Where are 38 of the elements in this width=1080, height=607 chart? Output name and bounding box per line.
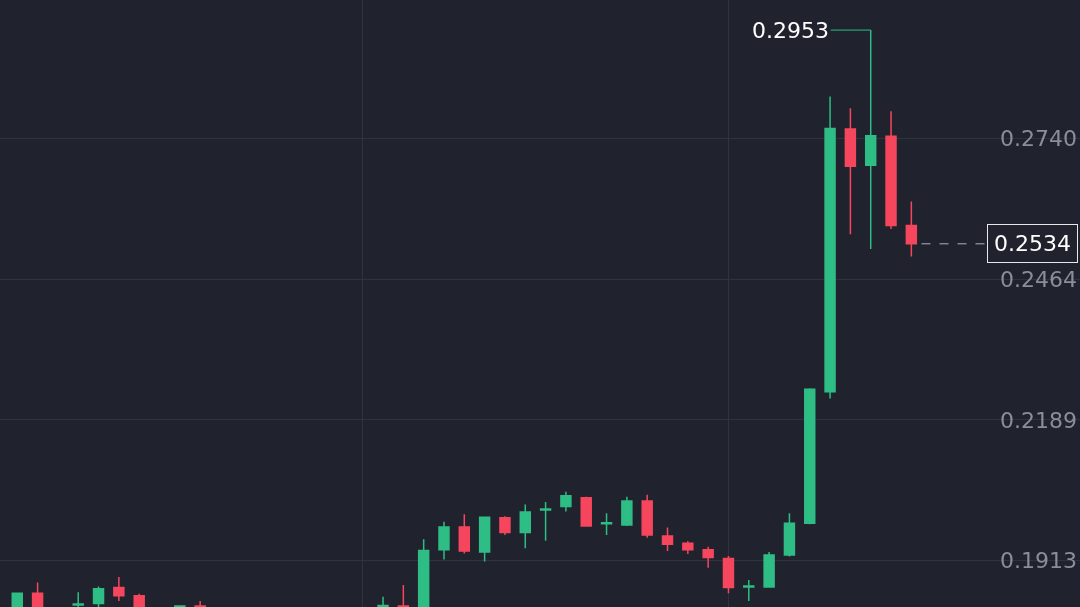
annotation: 0.2953 bbox=[752, 18, 829, 43]
candlestick bbox=[133, 592, 145, 607]
y-tick-label: 0.2464 bbox=[1000, 267, 1077, 293]
candlestick bbox=[417, 538, 430, 607]
candlestick bbox=[804, 387, 816, 526]
candlestick bbox=[600, 512, 613, 536]
candlestick bbox=[580, 496, 592, 527]
ref-line-label: 0.2534 bbox=[994, 231, 1071, 256]
candlestick bbox=[560, 490, 572, 513]
candlestick bbox=[539, 501, 552, 542]
candlestick bbox=[743, 579, 755, 602]
candlestick bbox=[722, 555, 735, 594]
candlestick bbox=[519, 503, 531, 550]
y-tick-label: 0.1913 bbox=[1000, 548, 1077, 574]
candlestick bbox=[702, 546, 714, 569]
candlestick bbox=[763, 551, 775, 589]
candlestick bbox=[905, 200, 918, 258]
candlestick bbox=[885, 110, 897, 230]
candlestick bbox=[31, 581, 44, 607]
candlestick bbox=[499, 515, 511, 536]
candlestick bbox=[641, 494, 653, 539]
candlestick bbox=[661, 526, 674, 552]
y-tick-label: 0.2740 bbox=[1000, 126, 1077, 152]
candlestick bbox=[92, 585, 105, 607]
candlestick bbox=[844, 107, 857, 235]
candlestick bbox=[11, 591, 23, 607]
y-tick-label: 0.2189 bbox=[1000, 407, 1077, 433]
candlestick bbox=[377, 596, 389, 607]
candlestick bbox=[824, 95, 836, 400]
candlestick bbox=[621, 496, 633, 527]
candlestick bbox=[438, 521, 450, 561]
candlestick bbox=[682, 540, 694, 555]
candlestick bbox=[194, 600, 206, 607]
candlestick bbox=[113, 576, 125, 602]
candlestick bbox=[72, 591, 84, 607]
candlestick bbox=[478, 516, 491, 563]
candlestick bbox=[458, 513, 471, 555]
candlestick bbox=[783, 512, 796, 558]
